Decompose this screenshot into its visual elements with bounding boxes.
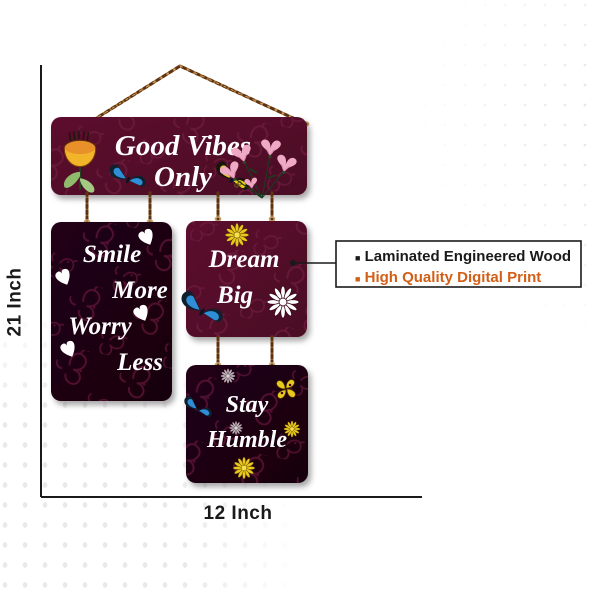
svg-text:Only: Only	[154, 161, 212, 193]
svg-text:Humble: Humble	[206, 427, 287, 453]
svg-text:Big: Big	[216, 282, 253, 309]
svg-text:Dream: Dream	[208, 246, 280, 273]
svg-text:Less: Less	[116, 349, 163, 376]
svg-text:Good Vibes: Good Vibes	[115, 130, 251, 162]
svg-text:Worry: Worry	[68, 313, 132, 340]
svg-text:Smile: Smile	[83, 241, 141, 268]
svg-text:Stay: Stay	[226, 392, 269, 418]
svg-text:More: More	[111, 277, 168, 304]
